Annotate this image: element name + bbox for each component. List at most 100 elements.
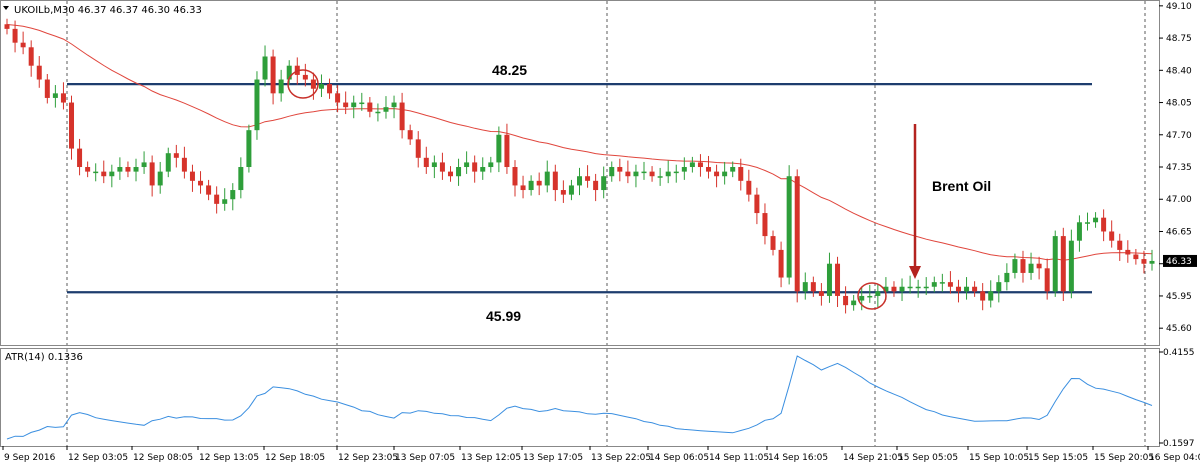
candle-body: [738, 167, 744, 181]
candle-body: [44, 79, 50, 98]
support-label: 45.99: [486, 308, 521, 324]
candle-body: [972, 286, 978, 292]
candle-body: [625, 171, 631, 177]
candle-body: [310, 79, 316, 89]
candle-body: [141, 162, 147, 168]
candle-body: [1068, 240, 1074, 292]
time-axis: 9 Sep 2016 12 Sep 03:05 12 Sep 08:05 12 Sep…: [2, 446, 1200, 463]
candle-body: [568, 185, 574, 195]
candle-body: [254, 79, 260, 131]
y-tick-label: 49.10: [1166, 2, 1192, 12]
symbol-label: UKOILb,M30 46.37 46.37 46.30 46.33: [14, 5, 202, 16]
candle-body: [633, 171, 639, 177]
x-tick-label: 14 Sep 21:05: [843, 453, 903, 463]
candle-body: [770, 236, 776, 250]
candle-body: [1004, 272, 1010, 283]
candle-body: [681, 167, 687, 172]
candle-body: [165, 153, 171, 172]
candle-body: [1149, 260, 1155, 264]
candle-body: [157, 171, 163, 186]
candle-body: [12, 28, 18, 43]
y-tick-label: 47.35: [1166, 163, 1192, 173]
candle-body: [786, 176, 792, 278]
candle-body: [552, 171, 558, 191]
x-tick-label: 12 Sep 23:05: [338, 453, 398, 463]
candle-body: [206, 185, 212, 195]
candle-body: [867, 295, 873, 298]
candle-body: [560, 190, 566, 195]
candle-body: [1028, 263, 1034, 273]
candle-body: [399, 102, 405, 131]
candle-body: [601, 176, 607, 191]
candle-body: [20, 42, 26, 48]
candle-body: [706, 167, 712, 172]
atr-axis: 0.4155 0.1597: [1159, 348, 1195, 449]
dropdown-triangle-icon[interactable]: [3, 6, 9, 10]
candle-body: [1076, 222, 1082, 241]
candle-body: [988, 291, 994, 301]
candle-body: [899, 286, 905, 292]
candle-body: [1141, 259, 1147, 264]
candle-body: [512, 167, 518, 186]
down-arrow-icon: [909, 266, 921, 279]
candle-body: [641, 171, 647, 174]
candle-body: [423, 157, 429, 168]
candle-body: [351, 102, 357, 108]
x-tick-label: 16 Sep 04:05: [1149, 453, 1200, 463]
candle-body: [278, 79, 284, 94]
y-tick-label: 47.00: [1166, 195, 1192, 205]
candle-body: [1101, 217, 1107, 232]
price-badge-text: 46.33: [1166, 257, 1192, 267]
candle-body: [996, 282, 1002, 292]
candle-body: [577, 176, 582, 186]
candle-body: [359, 102, 365, 105]
candle-body: [464, 162, 470, 168]
candle-body: [673, 171, 679, 174]
x-tick-label: 15 Sep 05:05: [898, 453, 958, 463]
candle-body: [520, 185, 526, 191]
candle-body: [327, 84, 333, 94]
candle-body: [980, 291, 986, 301]
candle-body: [149, 162, 155, 186]
x-tick-label: 13 Sep 12:05: [461, 453, 521, 463]
candles: [4, 18, 1155, 314]
candle-body: [1012, 259, 1018, 273]
candle-body: [1052, 236, 1058, 292]
candle-body: [593, 180, 599, 191]
candle-body: [262, 56, 268, 80]
candle-body: [246, 130, 252, 168]
candle-body: [915, 286, 921, 289]
candle-body: [496, 134, 502, 163]
candle-body: [1133, 254, 1139, 260]
x-tick-label: 14 Sep 06:05: [649, 453, 709, 463]
candle-body: [117, 167, 123, 172]
price-badge: [1163, 254, 1197, 267]
candle-body: [1093, 217, 1099, 223]
candle-body: [4, 24, 10, 29]
candle-body: [883, 286, 889, 292]
y-tick-label: 45.95: [1166, 292, 1192, 302]
candle-body: [439, 162, 445, 172]
candle-body: [93, 171, 99, 174]
candle-body: [544, 171, 550, 186]
candle-body: [617, 167, 623, 172]
y-tick-label: 47.70: [1166, 131, 1192, 141]
x-tick-label: 12 Sep 03:05: [68, 453, 128, 463]
candle-body: [407, 130, 413, 140]
candle-body: [101, 171, 107, 177]
candle-body: [69, 102, 75, 149]
y-tick-label: 46.65: [1166, 227, 1192, 237]
candle-body: [85, 167, 91, 172]
candle-body: [230, 190, 236, 200]
y-tick-label: 48.05: [1166, 99, 1192, 109]
candle-body: [367, 102, 373, 112]
candle-body: [488, 162, 494, 168]
candle-body: [810, 282, 816, 292]
candle-body: [689, 162, 695, 168]
candle-body: [923, 286, 929, 289]
candle-body: [36, 65, 42, 80]
candle-body: [778, 249, 784, 278]
candle-body: [657, 176, 663, 178]
candle-body: [859, 295, 865, 301]
